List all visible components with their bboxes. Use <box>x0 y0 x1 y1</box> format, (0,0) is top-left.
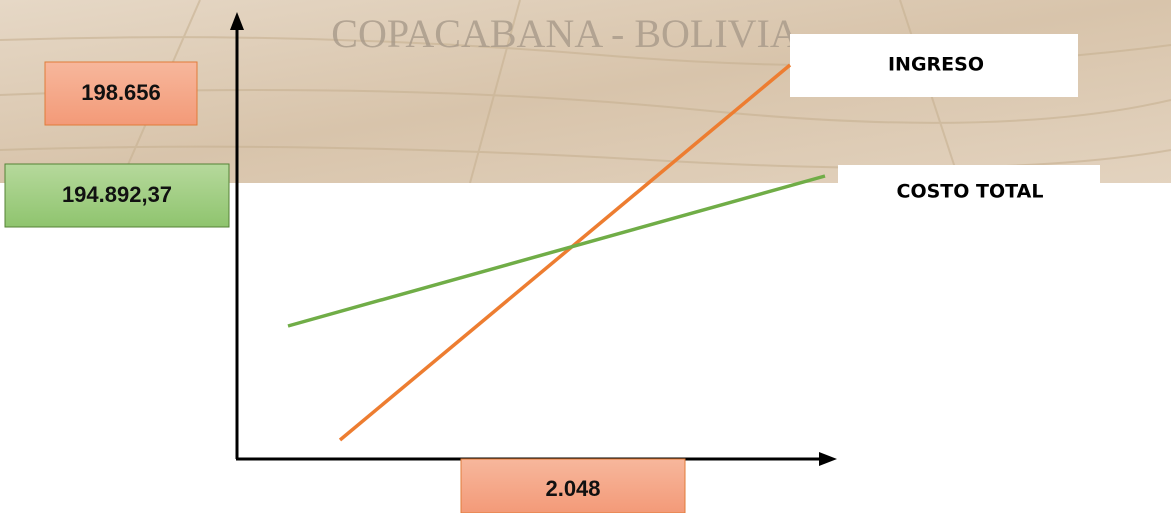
line-label: INGRESO <box>888 54 984 76</box>
watermark: COPACABANA - BOLIVIA <box>331 11 799 56</box>
x-label: 2.048 <box>545 476 600 501</box>
diagram: COPACABANA - BOLIVIA 198.656 194.892,37 … <box>0 0 1171 513</box>
y-label: 198.656 <box>81 80 161 105</box>
y-label: 194.892,37 <box>62 182 172 207</box>
line-label: COSTO TOTAL <box>897 181 1044 203</box>
